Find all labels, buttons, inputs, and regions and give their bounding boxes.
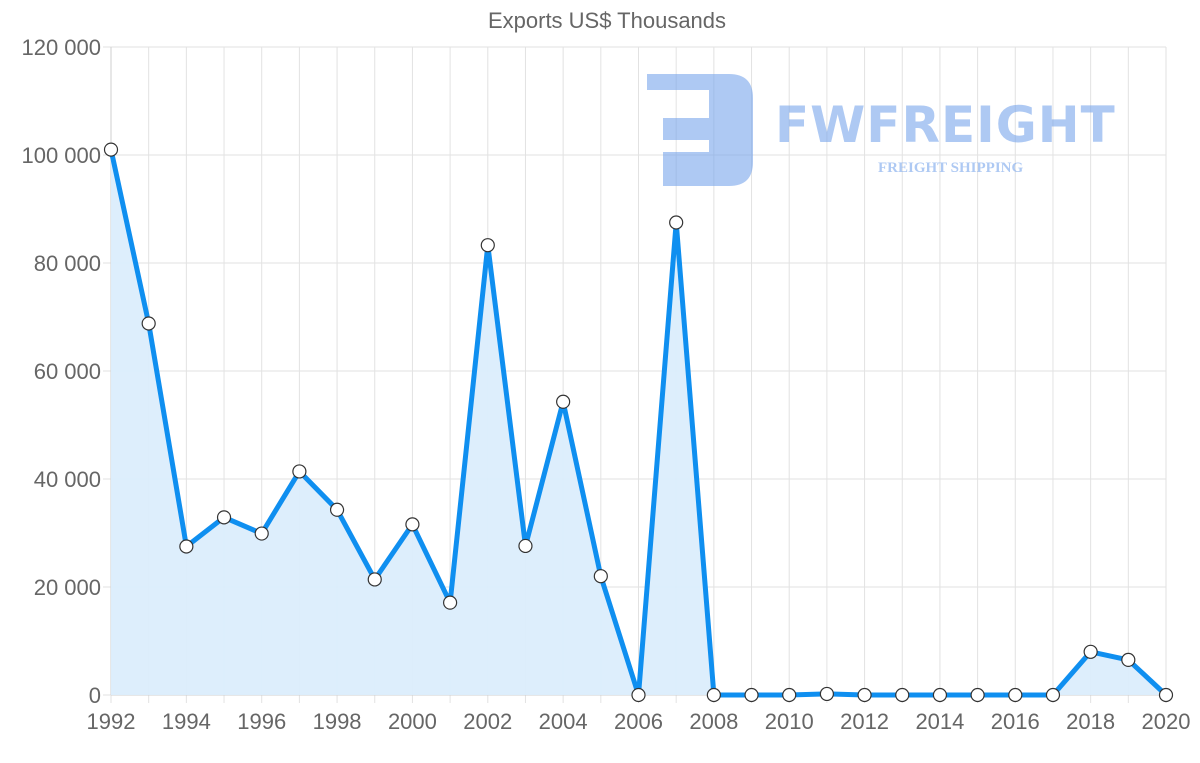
data-point[interactable] [329, 502, 345, 517]
data-point[interactable] [706, 687, 721, 703]
x-tick-label: 2000 [388, 709, 437, 734]
x-tick-label: 2004 [539, 709, 588, 734]
data-point[interactable] [744, 687, 759, 703]
data-point[interactable] [970, 687, 985, 703]
x-tick-label: 1994 [162, 709, 211, 734]
data-point[interactable] [1158, 687, 1174, 703]
data-point[interactable] [857, 687, 872, 703]
data-point[interactable] [556, 394, 571, 409]
x-tick-label: 2018 [1066, 709, 1115, 734]
data-point[interactable] [819, 686, 834, 702]
x-tick-label: 2006 [614, 709, 663, 734]
y-tick-label: 80 000 [34, 251, 101, 276]
y-axis: 0 20 000 40 000 60 000 80 000 100 000 120 000 [21, 35, 101, 708]
x-tick-label: 2012 [840, 709, 889, 734]
data-point[interactable] [593, 569, 608, 584]
data-point[interactable] [895, 687, 910, 703]
x-tick-label: 1998 [313, 709, 362, 734]
data-point[interactable] [782, 687, 797, 703]
data-point[interactable] [1121, 652, 1136, 668]
data-point[interactable] [254, 526, 269, 541]
data-point[interactable] [1045, 687, 1061, 703]
data-point[interactable] [292, 464, 307, 479]
data-point[interactable] [669, 215, 684, 230]
area-fill [111, 149, 1166, 696]
data-point[interactable] [179, 539, 194, 554]
data-point[interactable] [443, 595, 458, 610]
x-tick-label: 2002 [463, 709, 512, 734]
y-tick-label: 120 000 [21, 35, 101, 60]
x-tick-label: 2010 [765, 709, 814, 734]
data-point[interactable] [932, 687, 948, 703]
x-tick-label: 1996 [237, 709, 286, 734]
x-tick-label: 2020 [1142, 709, 1191, 734]
y-tick-label: 60 000 [34, 359, 101, 384]
data-point[interactable] [141, 316, 156, 331]
x-tick-label: 1992 [87, 709, 136, 734]
data-point[interactable] [518, 538, 533, 554]
data-point[interactable] [1008, 687, 1023, 703]
data-point[interactable] [216, 510, 232, 525]
data-point[interactable] [631, 687, 646, 703]
data-point[interactable] [405, 517, 420, 532]
y-tick-label: 20 000 [34, 575, 101, 600]
y-tick-label: 100 000 [21, 143, 101, 168]
data-point[interactable] [480, 238, 495, 253]
x-tick-label: 2008 [689, 709, 738, 734]
y-tick-label: 0 [89, 683, 101, 708]
x-tick-label: 2014 [915, 709, 964, 734]
chart-title: Exports US$ Thousands [487, 8, 727, 33]
data-point[interactable] [1083, 644, 1098, 659]
data-points [103, 142, 1174, 703]
y-tick-label: 40 000 [34, 467, 101, 492]
data-point[interactable] [103, 142, 119, 157]
x-tick-label: 2016 [991, 709, 1040, 734]
data-point[interactable] [367, 572, 382, 587]
x-axis: 1992 1994 1996 1998 2000 2002 2004 2006 2008 2010… [87, 709, 1191, 734]
